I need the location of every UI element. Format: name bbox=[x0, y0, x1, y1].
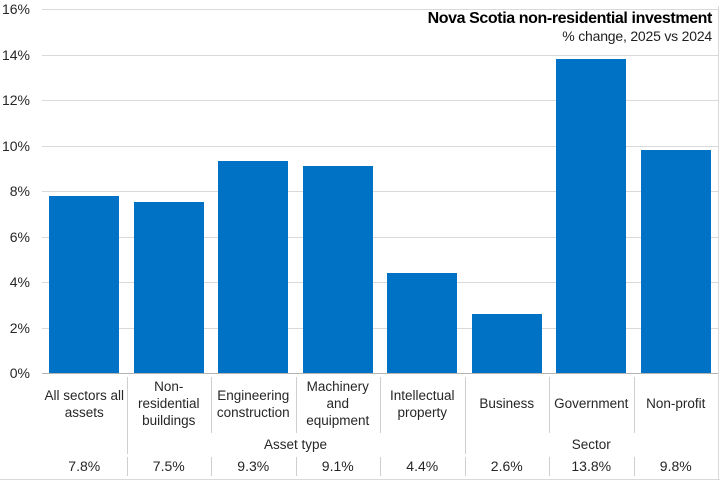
value-divider bbox=[380, 457, 381, 476]
category-label-line: and bbox=[326, 396, 350, 411]
category-divider bbox=[549, 377, 550, 433]
chart-title-block: Nova Scotia non-residential investment %… bbox=[427, 9, 713, 45]
gridline bbox=[42, 100, 718, 101]
group-label-sector: Sector bbox=[571, 436, 611, 452]
y-axis-tick-label: 0% bbox=[9, 365, 30, 381]
value-label: 9.8% bbox=[659, 458, 692, 474]
y-axis-tick-label: 6% bbox=[9, 228, 30, 245]
category-label: Non-residential buildings bbox=[127, 374, 212, 433]
category-label-line: Business bbox=[479, 396, 535, 411]
category-label: Government bbox=[549, 374, 634, 433]
y-axis-tick-label: 4% bbox=[9, 274, 30, 290]
gridline bbox=[42, 145, 718, 147]
category-divider bbox=[464, 377, 466, 433]
category-label-line: buildings bbox=[142, 413, 196, 428]
value-divider bbox=[211, 457, 212, 476]
category-divider bbox=[126, 377, 128, 433]
category-label-line: Engineering bbox=[217, 387, 290, 403]
group-divider bbox=[464, 433, 466, 454]
category-label-line: All sectors all bbox=[44, 387, 125, 403]
bar-5 bbox=[387, 272, 458, 373]
category-label-line: assets bbox=[64, 404, 104, 420]
category-label-line: residential bbox=[137, 396, 200, 411]
value-label: 7.5% bbox=[152, 458, 185, 474]
gridline bbox=[42, 327, 718, 329]
category-label: Non-profit bbox=[634, 374, 719, 433]
category-divider bbox=[211, 377, 212, 433]
x-axis-line bbox=[42, 373, 718, 374]
gridline bbox=[42, 236, 718, 238]
value-label: 2.6% bbox=[490, 458, 523, 474]
chart-subtitle: % change, 2025 vs 2024 bbox=[562, 28, 712, 44]
category-label-line: Non- bbox=[154, 379, 184, 394]
bar-8 bbox=[640, 150, 711, 373]
y-axis-tick-label: 14% bbox=[1, 46, 30, 63]
category-label-line: Machinery bbox=[306, 379, 369, 394]
category-label-line: property bbox=[397, 404, 448, 420]
value-label: 9.1% bbox=[321, 458, 354, 474]
category-label: Machinery and equipment bbox=[296, 374, 381, 433]
value-label: 13.8% bbox=[571, 458, 612, 474]
group-divider bbox=[126, 433, 128, 454]
value-label: 4.4% bbox=[406, 458, 439, 474]
category-divider bbox=[380, 377, 381, 433]
y-axis-tick-label: 16% bbox=[1, 1, 30, 17]
y-axis-tick-label: 8% bbox=[9, 183, 30, 199]
value-label: 9.3% bbox=[237, 458, 270, 474]
category-label: Intellectual property bbox=[380, 374, 465, 433]
category-label-line: Intellectual bbox=[389, 387, 455, 403]
category-label: Engineering construction bbox=[211, 374, 296, 433]
category-divider bbox=[295, 377, 297, 433]
chart-bottom-border bbox=[0, 479, 720, 480]
category-label: All sectors all assets bbox=[42, 374, 127, 433]
bar-4 bbox=[302, 165, 373, 373]
chart-title: Nova Scotia non-residential investment bbox=[427, 10, 713, 27]
y-axis-tick-label: 12% bbox=[1, 92, 30, 108]
category-divider bbox=[633, 377, 635, 433]
value-divider bbox=[549, 457, 550, 476]
bar-1 bbox=[49, 195, 120, 373]
group-label-asset-type: Asset type bbox=[263, 436, 328, 452]
y-axis-tick-label: 2% bbox=[9, 319, 30, 336]
y-axis-tick-label: 10% bbox=[1, 137, 30, 154]
group-label bbox=[42, 433, 127, 455]
value-divider bbox=[295, 457, 297, 476]
category-label-line: Government bbox=[554, 396, 629, 411]
gridline bbox=[42, 9, 718, 10]
value-divider bbox=[126, 457, 128, 476]
category-label-line: equipment bbox=[306, 413, 370, 428]
gridline bbox=[42, 191, 718, 192]
category-label-line: construction bbox=[216, 404, 290, 420]
category-label: Business bbox=[465, 374, 550, 433]
chart-right-border bbox=[718, 6, 719, 480]
bar-3 bbox=[218, 161, 289, 373]
gridline bbox=[42, 282, 718, 283]
category-label-line: Non-profit bbox=[646, 396, 706, 411]
bar-7 bbox=[556, 59, 627, 373]
value-divider bbox=[464, 457, 466, 476]
gridline bbox=[42, 54, 718, 56]
bar-2 bbox=[133, 202, 204, 373]
value-divider bbox=[633, 457, 635, 476]
bar-6 bbox=[471, 313, 542, 373]
value-label: 7.8% bbox=[68, 458, 101, 474]
